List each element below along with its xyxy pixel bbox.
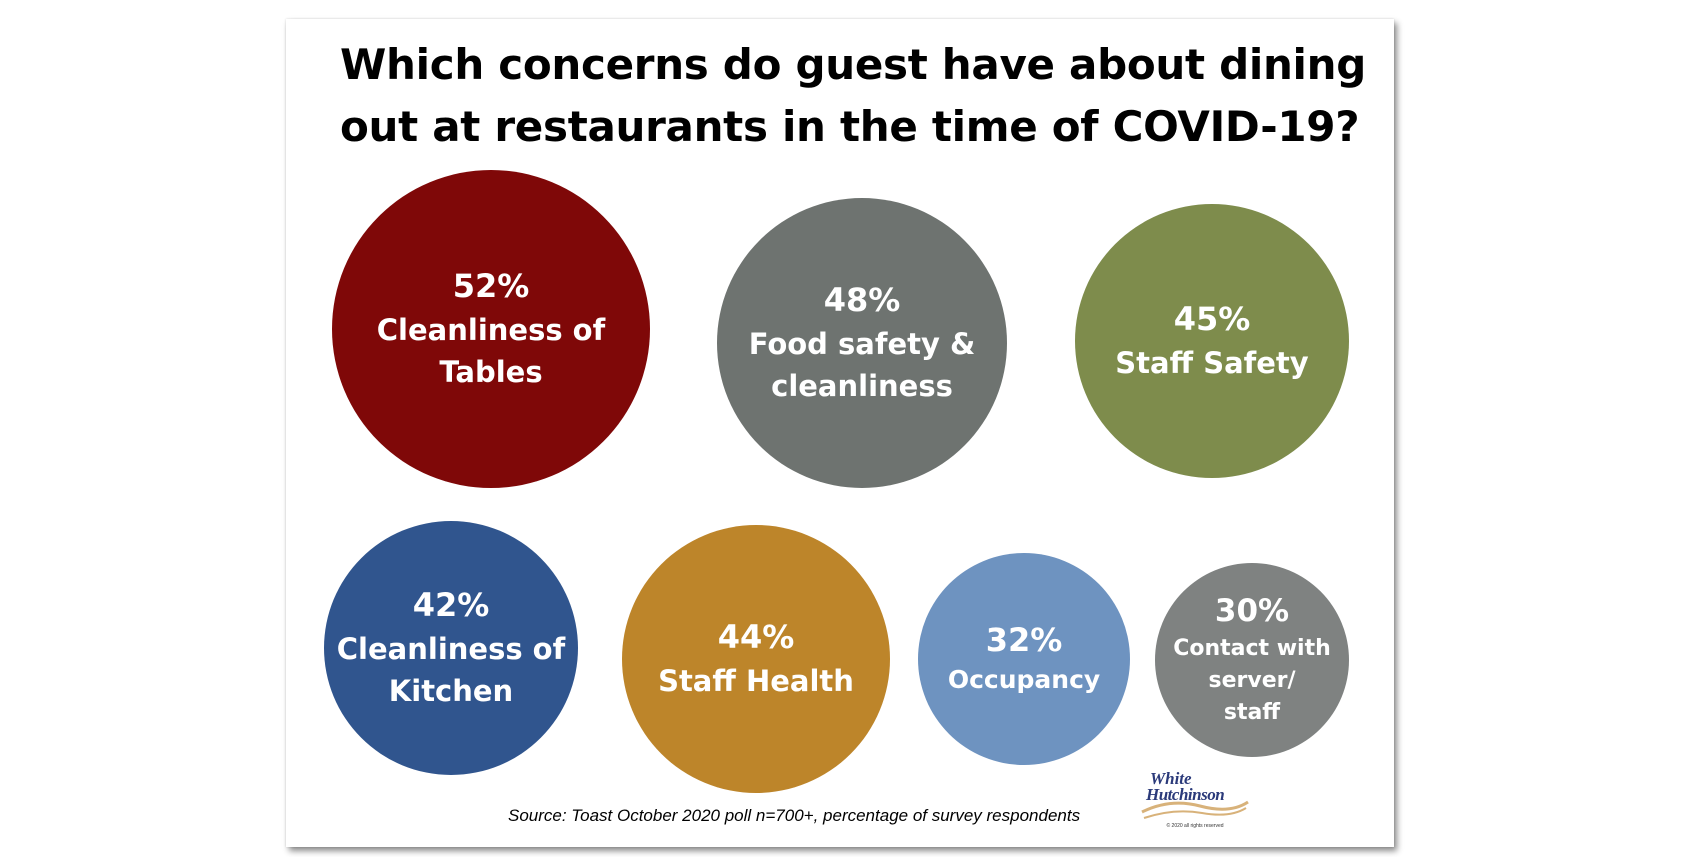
bubble-cleanliness-of-kitchen: 42% Cleanliness of Kitchen [324, 521, 578, 775]
bubble-label: Staff Health [658, 663, 854, 698]
bubble-label: Contact with server/staff [1173, 636, 1331, 725]
bubble-cleanliness-of-tables: 52% Cleanliness of Tables [332, 170, 650, 488]
bubble-percent: 30% [1214, 593, 1290, 630]
bubble-occupancy: 32% Occupancy [918, 553, 1130, 765]
white-hutchinson-logo: White Hutchinson © 2020 all rights reser… [1141, 769, 1249, 829]
svg-text:White: White [1150, 769, 1192, 788]
bubble-label: Staff Safety [1115, 345, 1309, 380]
bubble-percent: 45% [1173, 300, 1251, 339]
svg-text:Hutchinson: Hutchinson [1145, 785, 1224, 804]
bubble-percent: 48% [823, 281, 901, 320]
bubble-percent: 44% [717, 618, 795, 657]
bubble-label: Occupancy [947, 665, 1101, 695]
svg-text:© 2020 all rights reserved: © 2020 all rights reserved [1166, 822, 1223, 829]
bubble-contact-with-server-staff: 30% Contact with server/staff [1155, 563, 1349, 757]
chart-title: Which concerns do guest have about dinin… [340, 40, 1367, 151]
bubble-label: Cleanliness of Kitchen [336, 631, 566, 708]
bubble-percent: 42% [412, 586, 490, 625]
source-note: Source: Toast October 2020 poll n=700+, … [508, 806, 1081, 825]
bubble-label: Food safety & cleanliness [748, 326, 976, 403]
bubble-percent: 52% [452, 267, 530, 306]
bubble-staff-safety: 45% Staff Safety [1075, 204, 1349, 478]
bubble-percent: 32% [985, 621, 1063, 660]
bubble-staff-health: 44% Staff Health [622, 525, 890, 793]
bubble-food-safety-cleanliness: 48% Food safety & cleanliness [717, 198, 1007, 488]
bubble-label: Cleanliness of Tables [376, 312, 606, 389]
